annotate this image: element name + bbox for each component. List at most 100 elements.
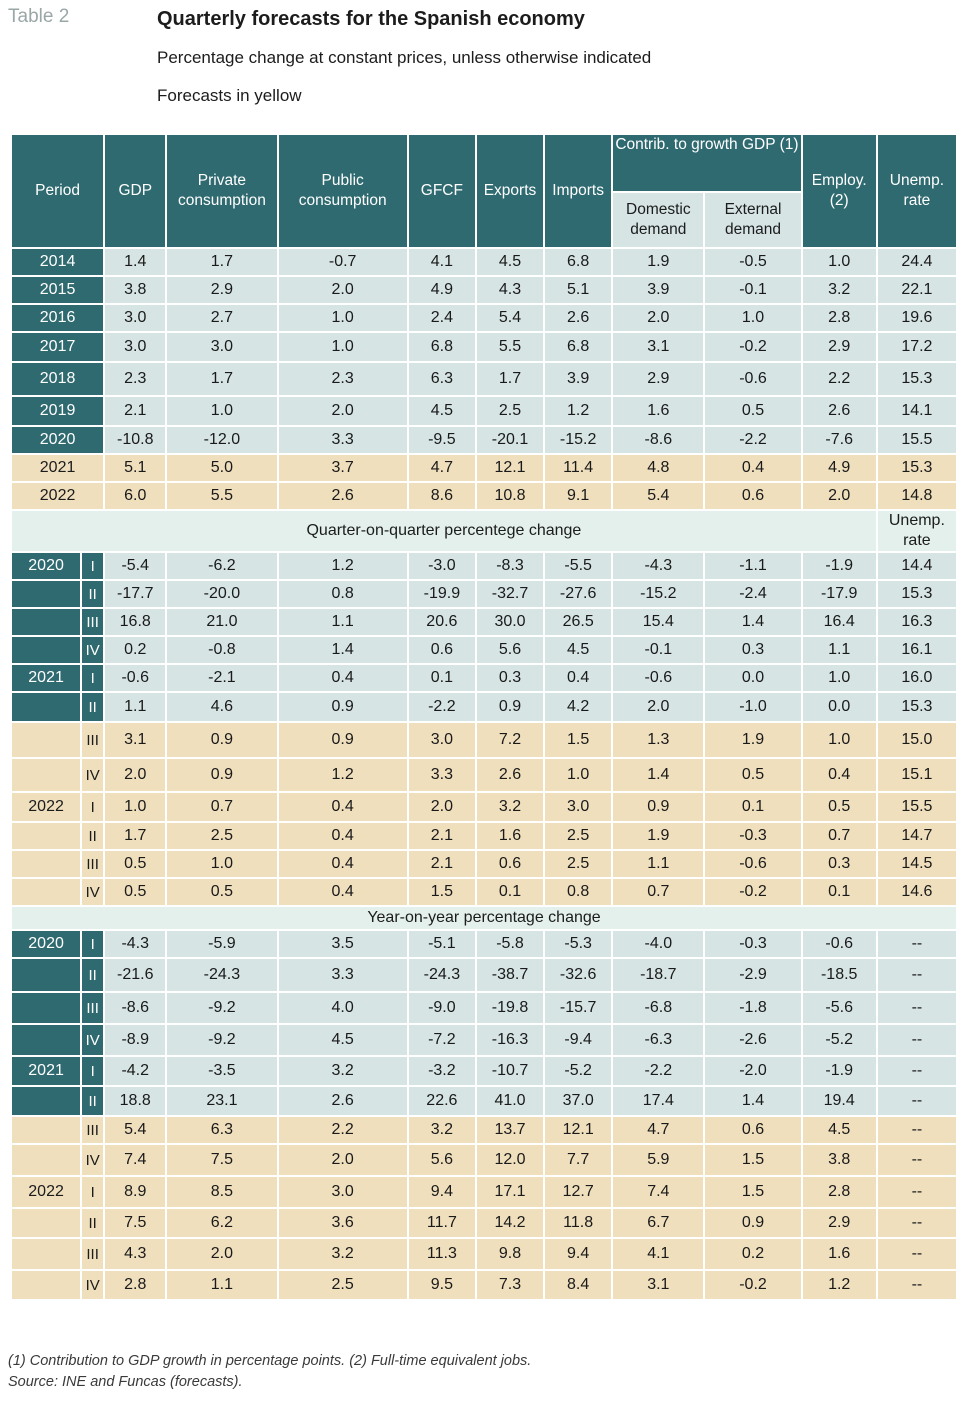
table-cell: 9.1 <box>545 483 612 509</box>
table-cell: 3.1 <box>613 333 704 361</box>
header-domestic-demand: Domestic demand <box>613 193 704 247</box>
table-cell: -- <box>877 931 956 957</box>
table-title: Quarterly forecasts for the Spanish econ… <box>157 8 585 30</box>
table-cell: -9.2 <box>167 1025 277 1055</box>
table-cell: 1.4 <box>613 759 704 791</box>
table-cell: 1.7 <box>167 363 277 395</box>
table-row: 2019 2.1 1.0 2.0 4.5 2.5 1.2 1.6 0.5 2.6 14.1 <box>12 397 956 425</box>
table-cell: 0.7 <box>167 793 277 821</box>
table-cell: 4.6 <box>167 693 277 721</box>
period-cell: 2018 <box>12 363 104 395</box>
table-cell: 3.3 <box>408 759 475 791</box>
year-cell: 2022 <box>12 793 81 821</box>
table-cell: 0.4 <box>278 851 407 877</box>
table-cell: 1.0 <box>167 851 277 877</box>
table-cell: 15.5 <box>877 793 956 821</box>
table-cell: 3.3 <box>278 427 407 453</box>
table-cell: 2.9 <box>167 277 277 303</box>
table-cell: 16.4 <box>802 609 876 635</box>
table-cell: 3.0 <box>278 1177 407 1207</box>
table-cell: -7.6 <box>802 427 876 453</box>
quarter-cell: I <box>82 1057 104 1085</box>
table-row: IV 2.0 0.9 1.2 3.3 2.6 1.0 1.4 0.5 0.4 15.1 <box>12 759 956 791</box>
table-cell: 14.1 <box>877 397 956 425</box>
table-cell: 5.4 <box>476 305 544 331</box>
table-cell: 2.3 <box>278 363 407 395</box>
table-cell: 9.8 <box>476 1239 544 1269</box>
table-row: 2015 3.8 2.9 2.0 4.9 4.3 5.1 3.9 -0.1 3.2 22.1 <box>12 277 956 303</box>
table-row: III 16.8 21.0 1.1 20.6 30.0 26.5 15.4 1.4 16.4 16.… <box>12 609 956 635</box>
table-cell: 0.5 <box>705 397 801 425</box>
table-cell: 6.2 <box>167 1209 277 1237</box>
table-cell: 2.0 <box>613 693 704 721</box>
table-cell: 1.2 <box>278 759 407 791</box>
table-number: Table 2 <box>8 6 70 27</box>
table-cell: 4.3 <box>476 277 544 303</box>
table-cell: -3.2 <box>408 1057 475 1085</box>
year-cell <box>12 581 81 607</box>
table-row: II -17.7 -20.0 0.8 -19.9 -32.7 -27.6 -15.2 -2.4-… <box>12 581 956 607</box>
table-cell: 0.2 <box>105 637 166 663</box>
table-cell: 1.0 <box>705 305 801 331</box>
table-cell: -4.3 <box>105 931 166 957</box>
header-external-demand: External demand <box>705 193 801 247</box>
section-row: Year-on-year percentage change <box>12 907 956 929</box>
quarter-cell: I <box>82 553 104 579</box>
table-cell: 7.3 <box>476 1271 544 1299</box>
table-cell: -2.9 <box>705 959 801 991</box>
year-cell <box>12 959 81 991</box>
table-row: 2020 I -5.4 -6.2 1.2 -3.0 -8.3 -5.5 -4.3 -1.1 -1.9… <box>12 553 956 579</box>
table-cell: 4.7 <box>408 455 475 481</box>
table-cell: 0.1 <box>802 879 876 905</box>
table-cell: 4.5 <box>476 249 544 275</box>
table-row: IV 7.4 7.5 2.0 5.6 12.0 7.7 5.9 1.5 3.8 -- <box>12 1145 956 1175</box>
table-cell: 15.1 <box>877 759 956 791</box>
table-cell: 5.4 <box>613 483 704 509</box>
year-cell <box>12 879 81 905</box>
table-cell: -0.6 <box>705 363 801 395</box>
table-row: III 0.5 1.0 0.4 2.1 0.6 2.5 1.1 -0.6 0.3 14.5 <box>12 851 956 877</box>
table-cell: 2.4 <box>408 305 475 331</box>
table-cell: 1.0 <box>167 397 277 425</box>
year-cell: 2022 <box>12 1177 81 1207</box>
table-cell: -3.0 <box>408 553 475 579</box>
table-cell: 3.6 <box>278 1209 407 1237</box>
table-cell: -2.1 <box>167 665 277 691</box>
quarter-cell: I <box>82 1177 104 1207</box>
table-cell: 9.5 <box>408 1271 475 1299</box>
table-row: IV 0.2 -0.8 1.4 0.6 5.6 4.5 -0.1 0.3 1.1 16.1 <box>12 637 956 663</box>
year-cell <box>12 1209 81 1237</box>
table-cell: -0.7 <box>278 249 407 275</box>
table-cell: 17.4 <box>613 1087 704 1115</box>
table-cell: 12.7 <box>545 1177 612 1207</box>
table-cell: -8.3 <box>476 553 544 579</box>
section-heading: Quarter-on-quarter percentege change <box>12 511 876 551</box>
table-cell: 4.2 <box>545 693 612 721</box>
table-cell: 3.9 <box>613 277 704 303</box>
table-row: II 18.8 23.1 2.6 22.6 41.0 37.0 17.4 1.4 19.4 -- <box>12 1087 956 1115</box>
period-cell: 2014 <box>12 249 104 275</box>
table-cell: 1.6 <box>613 397 704 425</box>
table-cell: 1.2 <box>545 397 612 425</box>
table-cell: 1.4 <box>105 249 166 275</box>
table-cell: -15.2 <box>613 581 704 607</box>
table-cell: 1.5 <box>705 1177 801 1207</box>
table-cell: -10.7 <box>476 1057 544 1085</box>
table-cell: 5.5 <box>167 483 277 509</box>
table-cell: 1.5 <box>705 1145 801 1175</box>
table-row: 2018 2.3 1.7 2.3 6.3 1.7 3.9 2.9 -0.6 2.2 15.3 <box>12 363 956 395</box>
table-cell: 4.7 <box>613 1117 704 1143</box>
table-cell: -1.9 <box>802 553 876 579</box>
table-cell: -5.5 <box>545 553 612 579</box>
table-cell: 1.9 <box>613 823 704 849</box>
table-cell: -12.0 <box>167 427 277 453</box>
table-row: IV 2.8 1.1 2.5 9.5 7.3 8.4 3.1 -0.2 1.2 -- <box>12 1271 956 1299</box>
table-cell: 0.8 <box>278 581 407 607</box>
year-cell: 2021 <box>12 665 81 691</box>
table-cell: 6.0 <box>105 483 166 509</box>
table-cell: -1.1 <box>705 553 801 579</box>
table-cell: 5.6 <box>476 637 544 663</box>
header-period: Period <box>12 135 104 247</box>
table-cell: -9.4 <box>545 1025 612 1055</box>
table-cell: 0.5 <box>167 879 277 905</box>
